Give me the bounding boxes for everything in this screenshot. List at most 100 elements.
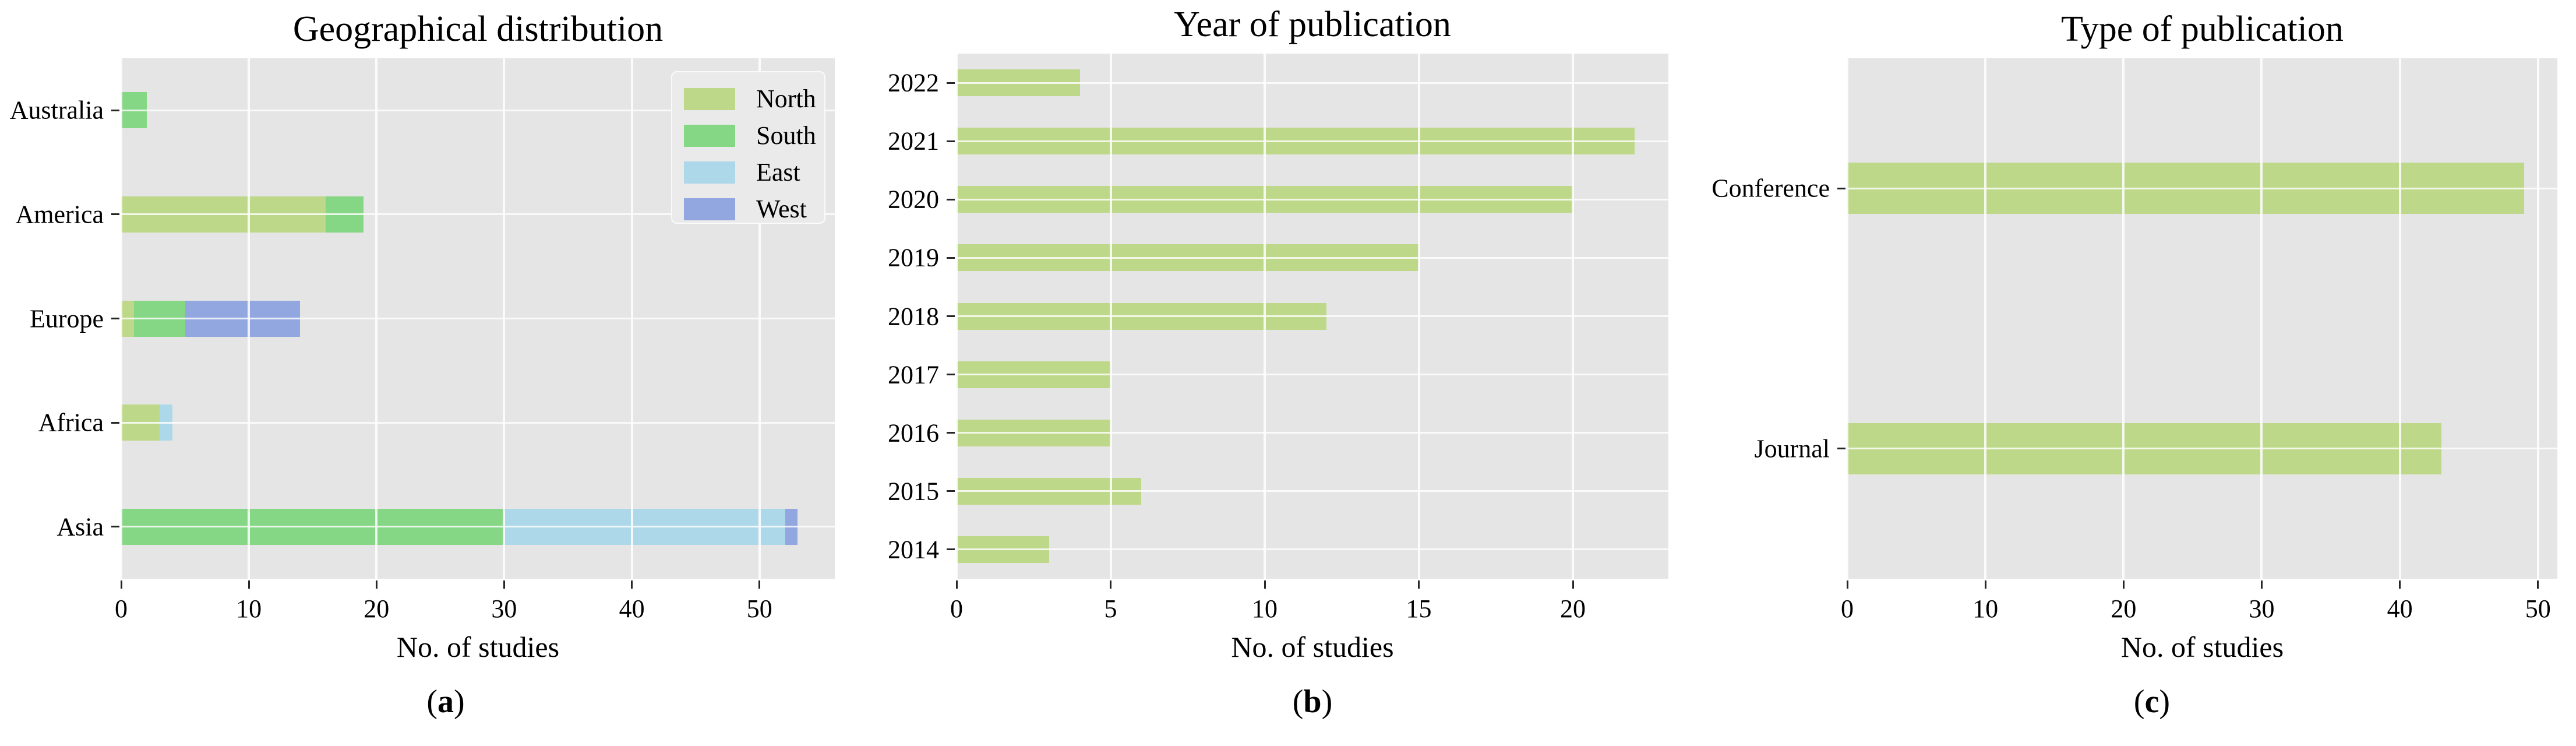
x-tick-label: 10 — [1972, 594, 1999, 623]
chart-title: Geographical distribution — [292, 9, 664, 49]
y-axis-label: 2019 — [888, 243, 939, 272]
x-tick-mark — [1572, 580, 1574, 589]
x-tick-label: 30 — [2249, 594, 2275, 623]
plot-area — [955, 54, 1668, 579]
gridline-horizontal — [121, 318, 835, 319]
y-axis-label: America — [15, 200, 104, 229]
x-tick-mark — [503, 580, 505, 589]
x-tick-label: 30 — [491, 594, 517, 623]
legend: North South East West — [671, 71, 825, 224]
y-tick-mark — [1837, 187, 1845, 189]
y-axis-label: Journal — [1754, 434, 1830, 463]
y-tick-mark — [111, 213, 119, 216]
x-tick-mark — [2260, 580, 2263, 589]
y-axis-label: Europe — [29, 304, 104, 333]
legend-row: East — [684, 154, 824, 191]
x-tick-label: 15 — [1406, 594, 1432, 623]
legend-swatch-east — [684, 161, 735, 184]
legend-label: South — [756, 121, 816, 150]
x-tick-mark — [120, 580, 122, 589]
x-tick-label: 0 — [115, 594, 128, 623]
gridline-vertical — [2536, 58, 2539, 579]
chart-title: Type of publication — [2061, 9, 2344, 49]
y-tick-mark — [947, 82, 955, 84]
y-tick-mark — [947, 490, 955, 492]
y-axis-label: 2020 — [888, 185, 939, 214]
legend-swatch-south — [684, 124, 735, 147]
gridline-horizontal — [121, 109, 835, 111]
gridline-horizontal — [121, 213, 835, 216]
gridline-horizontal — [957, 548, 1668, 551]
y-axis-label: 2022 — [888, 68, 939, 97]
gridline-vertical — [2260, 58, 2263, 579]
plot-area — [1846, 58, 2557, 579]
y-axis-label: Africa — [38, 408, 104, 437]
x-tick-label: 5 — [1104, 594, 1117, 623]
y-tick-mark — [947, 374, 955, 376]
gridline-horizontal — [957, 374, 1668, 376]
legend-row: South — [684, 117, 824, 154]
y-axis-label: Conference — [1712, 174, 1830, 203]
subfigure-caption: (b) — [1292, 684, 1333, 720]
x-tick-label: 0 — [1841, 594, 1854, 623]
legend-swatch-north — [684, 87, 735, 110]
x-tick-label: 20 — [1560, 594, 1586, 623]
y-axis-label: Asia — [57, 512, 104, 541]
gridline-horizontal — [957, 490, 1668, 492]
gridline-vertical — [1846, 58, 1848, 579]
y-tick-mark — [947, 315, 955, 317]
y-axis-label: 2016 — [888, 418, 939, 448]
x-tick-label: 40 — [619, 594, 645, 623]
gridline-horizontal — [121, 421, 835, 424]
y-axis-label: 2018 — [888, 302, 939, 330]
y-tick-mark — [111, 109, 119, 111]
y-tick-mark — [947, 256, 955, 259]
x-tick-label: 20 — [2111, 594, 2137, 623]
gridline-vertical — [2398, 58, 2401, 579]
x-tick-label: 10 — [1252, 594, 1278, 623]
gridline-vertical — [1984, 58, 1987, 579]
gridline-horizontal — [957, 315, 1668, 317]
y-axis-label: 2021 — [888, 126, 939, 156]
y-tick-mark — [1837, 448, 1845, 450]
y-tick-mark — [947, 140, 955, 142]
x-tick-mark — [1418, 580, 1420, 589]
x-tick-mark — [1264, 580, 1266, 589]
gridline-horizontal — [1847, 187, 2557, 189]
x-axis-label: No. of studies — [2120, 631, 2284, 663]
legend-row: West — [684, 191, 824, 227]
x-tick-mark — [758, 580, 761, 589]
y-tick-mark — [111, 318, 119, 319]
x-tick-mark — [2537, 580, 2539, 589]
y-axis-label: Australia — [9, 96, 104, 125]
gridline-vertical — [2122, 58, 2125, 579]
x-tick-label: 20 — [364, 594, 390, 623]
gridline-horizontal — [957, 82, 1668, 84]
x-axis-label: No. of studies — [396, 631, 560, 663]
x-tick-mark — [631, 580, 633, 589]
x-tick-mark — [2399, 580, 2401, 589]
legend-label: West — [756, 194, 807, 223]
x-tick-mark — [375, 580, 377, 589]
gridline-horizontal — [1847, 448, 2557, 450]
x-tick-label: 50 — [2525, 594, 2551, 623]
x-tick-mark — [1846, 580, 1848, 589]
x-tick-label: 50 — [746, 594, 772, 623]
gridline-horizontal — [957, 256, 1668, 259]
x-tick-mark — [2122, 580, 2125, 589]
legend-row: North — [684, 80, 824, 117]
x-tick-label: 10 — [236, 594, 262, 623]
gridline-horizontal — [957, 140, 1668, 142]
gridline-horizontal — [957, 198, 1668, 200]
y-axis-label: 2017 — [888, 360, 939, 389]
x-tick-mark — [955, 580, 958, 589]
x-tick-label: 40 — [2387, 594, 2413, 623]
legend-swatch-west — [684, 198, 735, 220]
y-axis-label: 2015 — [888, 477, 939, 506]
y-tick-mark — [111, 526, 119, 528]
y-tick-mark — [947, 432, 955, 434]
subfigure-caption: (a) — [426, 684, 465, 720]
